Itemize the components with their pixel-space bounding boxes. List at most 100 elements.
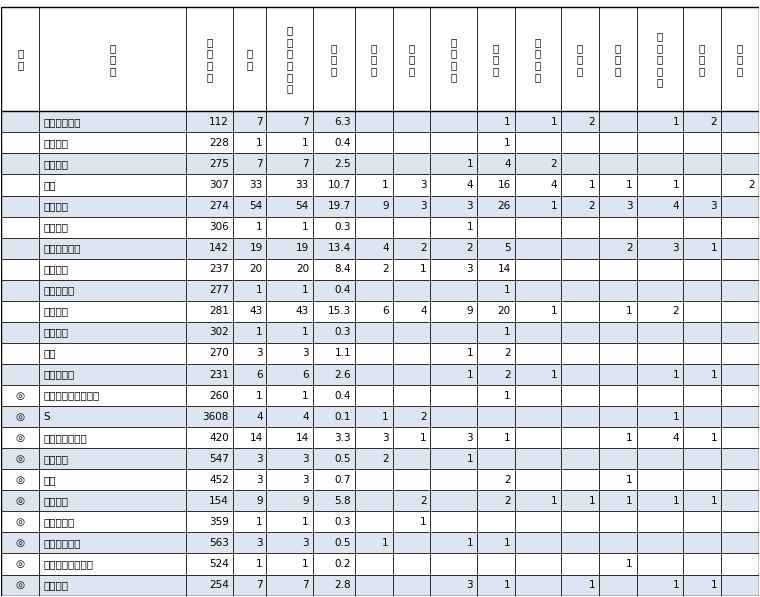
- Bar: [599, 469, 637, 490]
- Bar: [267, 217, 312, 238]
- Bar: [477, 469, 515, 490]
- Text: 2: 2: [420, 243, 426, 253]
- Bar: [477, 533, 515, 553]
- Text: 土浦第一: 土浦第一: [43, 201, 68, 211]
- Bar: [40, 533, 186, 553]
- Bar: [683, 133, 720, 153]
- Bar: [599, 343, 637, 364]
- Bar: [355, 7, 393, 111]
- Bar: [2, 469, 40, 490]
- Bar: [267, 469, 312, 490]
- Bar: [186, 469, 233, 490]
- Bar: [267, 174, 312, 196]
- Bar: [2, 133, 40, 153]
- Bar: [186, 533, 233, 553]
- Text: 4: 4: [467, 180, 473, 190]
- Bar: [312, 469, 355, 490]
- Bar: [393, 512, 430, 533]
- Text: 2: 2: [420, 496, 426, 506]
- Bar: [312, 280, 355, 301]
- Text: 3: 3: [420, 201, 426, 211]
- Bar: [267, 427, 312, 448]
- Bar: [599, 217, 637, 238]
- Text: ◎: ◎: [16, 390, 25, 401]
- Bar: [2, 238, 40, 259]
- Bar: [515, 343, 561, 364]
- Bar: [683, 406, 720, 427]
- Text: 下館第一: 下館第一: [43, 138, 68, 148]
- Text: 14: 14: [498, 264, 511, 274]
- Bar: [561, 153, 599, 174]
- Bar: [267, 490, 312, 512]
- Bar: [683, 364, 720, 385]
- Bar: [515, 217, 561, 238]
- Bar: [683, 259, 720, 280]
- Text: 3: 3: [256, 475, 263, 485]
- Bar: [561, 448, 599, 469]
- Text: 1: 1: [382, 180, 389, 190]
- Bar: [2, 322, 40, 343]
- Bar: [355, 174, 393, 196]
- Bar: [355, 322, 393, 343]
- Bar: [720, 217, 758, 238]
- Bar: [637, 153, 683, 174]
- Bar: [393, 448, 430, 469]
- Bar: [637, 217, 683, 238]
- Bar: [430, 512, 477, 533]
- Bar: [355, 259, 393, 280]
- Text: 0.4: 0.4: [334, 138, 351, 148]
- Bar: [233, 406, 267, 427]
- Text: 2: 2: [382, 264, 389, 274]
- Bar: [430, 406, 477, 427]
- Bar: [186, 217, 233, 238]
- Text: 9: 9: [382, 201, 389, 211]
- Bar: [561, 427, 599, 448]
- Bar: [515, 364, 561, 385]
- Text: 1: 1: [420, 433, 426, 443]
- Text: 6: 6: [302, 370, 309, 380]
- Text: 14: 14: [296, 433, 309, 443]
- Bar: [2, 153, 40, 174]
- Bar: [561, 280, 599, 301]
- Text: 水戸第一: 水戸第一: [43, 306, 68, 316]
- Bar: [637, 490, 683, 512]
- Text: 並木（中教）: 並木（中教）: [43, 243, 81, 253]
- Bar: [561, 259, 599, 280]
- Bar: [561, 490, 599, 512]
- Bar: [40, 574, 186, 596]
- Text: 1: 1: [626, 475, 633, 485]
- Bar: [515, 196, 561, 217]
- Text: 東
京
工
業
大: 東 京 工 業 大: [657, 31, 663, 88]
- Bar: [430, 7, 477, 111]
- Text: 2: 2: [550, 159, 557, 169]
- Bar: [515, 111, 561, 133]
- Bar: [355, 490, 393, 512]
- Text: 1: 1: [711, 580, 717, 590]
- Bar: [355, 448, 393, 469]
- Bar: [40, 385, 186, 406]
- Text: 1: 1: [504, 390, 511, 401]
- Bar: [2, 280, 40, 301]
- Bar: [430, 322, 477, 343]
- Bar: [683, 196, 720, 217]
- Text: 1: 1: [420, 517, 426, 527]
- Bar: [233, 448, 267, 469]
- Text: 20: 20: [296, 264, 309, 274]
- Bar: [2, 301, 40, 322]
- Bar: [720, 512, 758, 533]
- Bar: [312, 343, 355, 364]
- Bar: [2, 111, 758, 133]
- Bar: [233, 385, 267, 406]
- Text: 4: 4: [673, 201, 679, 211]
- Bar: [2, 427, 758, 448]
- Bar: [637, 364, 683, 385]
- Bar: [515, 280, 561, 301]
- Text: 154: 154: [209, 496, 229, 506]
- Text: 2: 2: [504, 370, 511, 380]
- Text: 1: 1: [256, 390, 263, 401]
- Bar: [355, 533, 393, 553]
- Text: 7: 7: [302, 580, 309, 590]
- Bar: [430, 490, 477, 512]
- Bar: [267, 553, 312, 574]
- Text: 6: 6: [382, 306, 389, 316]
